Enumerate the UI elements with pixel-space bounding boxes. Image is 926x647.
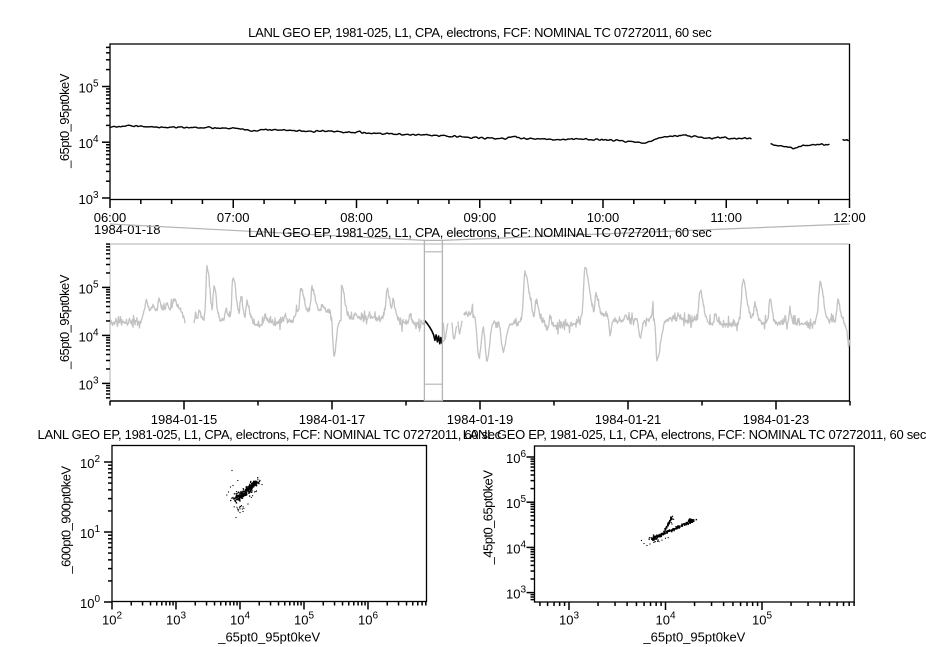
svg-text:1984-01-23: 1984-01-23 [743,412,810,427]
svg-text:1984-01-21: 1984-01-21 [595,412,662,427]
svg-text:11:00: 11:00 [710,210,742,225]
svg-text:1984-01-19: 1984-01-19 [447,412,514,427]
svg-text:_65pt0_95pt0keV: _65pt0_95pt0keV [217,630,320,645]
svg-text:_65pt0_95pt0keV: _65pt0_95pt0keV [57,73,72,169]
svg-text:07:00: 07:00 [217,210,250,225]
svg-text:LANL GEO EP, 1981-025, L1, CPA: LANL GEO EP, 1981-025, L1, CPA, electron… [463,427,926,442]
svg-text:LANL GEO EP, 1981-025, L1, CPA: LANL GEO EP, 1981-025, L1, CPA, electron… [248,25,712,40]
svg-text:08:00: 08:00 [340,210,373,225]
svg-text:1984-01-17: 1984-01-17 [299,412,366,427]
svg-text:06:00: 06:00 [94,210,127,225]
svg-text:1984-01-15: 1984-01-15 [151,412,218,427]
svg-text:1984-01-18: 1984-01-18 [94,222,161,237]
svg-text:_65pt0_95pt0keV: _65pt0_95pt0keV [642,630,745,645]
svg-text:12:00: 12:00 [833,210,866,225]
svg-text:09:00: 09:00 [464,210,497,225]
svg-text:10:00: 10:00 [587,210,620,225]
svg-text:_45pt0_65pt0keV: _45pt0_65pt0keV [481,470,496,566]
svg-text:_600pt0_900pt0keV: _600pt0_900pt0keV [59,466,74,575]
svg-text:_65pt0_95pt0keV: _65pt0_95pt0keV [57,274,72,370]
svg-text:LANL GEO EP, 1981-025, L1, CPA: LANL GEO EP, 1981-025, L1, CPA, electron… [248,225,712,240]
svg-text:LANL GEO EP, 1981-025, L1, CPA: LANL GEO EP, 1981-025, L1, CPA, electron… [38,427,502,442]
